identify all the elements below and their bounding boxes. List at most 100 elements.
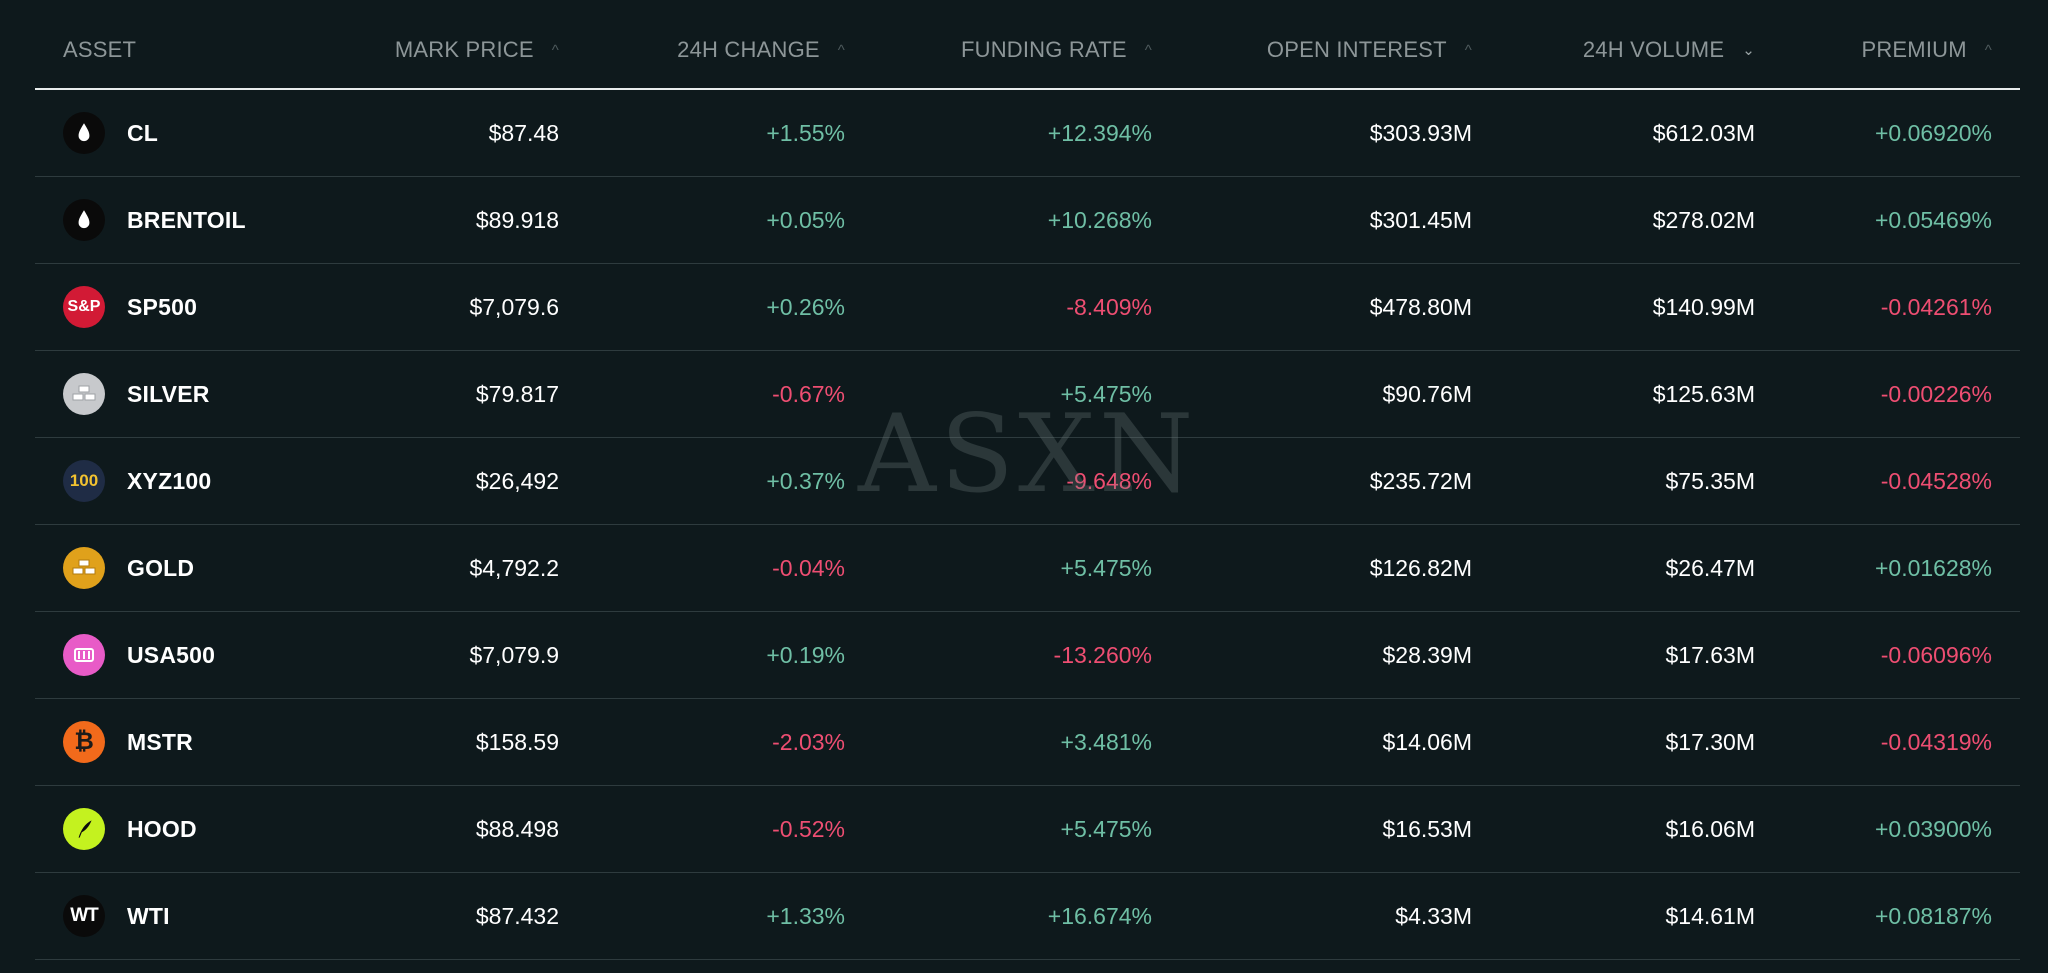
mark-price-value: $4,792.2 [469,554,559,581]
open-interest-value: $14.06M [1382,728,1472,755]
funding-rate-value: -9.648% [1066,467,1152,494]
mark-price-value: $88.498 [475,815,559,842]
funding-rate-value: +5.475% [1060,380,1152,407]
open-interest-value: $16.53M [1382,815,1472,842]
volume-24h-value: $125.63M [1652,380,1755,407]
asset-cell: BRENTOIL [63,177,246,263]
volume-24h-value: $75.35M [1665,467,1755,494]
column-header-24h-volume[interactable]: 24H VOLUME ⌄ [1582,37,1755,62]
asset-name: GOLD [127,554,195,581]
change-24h-value: +0.26% [766,293,845,320]
volume-24h-value: $26.47M [1665,554,1755,581]
mark-price-value: $26,492 [475,467,559,494]
funding-rate-value: +12.394% [1047,119,1152,146]
column-header-funding-rate[interactable]: FUNDING RATE ^ [960,37,1152,62]
volume-24h-value: $17.30M [1665,728,1755,755]
premium-value: -0.06096% [1880,641,1992,668]
change-24h-value: -0.52% [772,815,845,842]
oil-drop-icon [63,112,105,154]
open-interest-value: $126.82M [1369,554,1472,581]
usa500-logo-icon [63,634,105,676]
mark-price-value: $87.432 [475,902,559,929]
table-row[interactable]: SILVER $79.817 -0.67% +5.475% $90.76M $125.63… [35,351,2020,438]
premium-value: -0.00226% [1880,380,1992,407]
xyz100-logo-icon: 100 [63,460,105,502]
markets-table: ASSET MARK PRICE ^ 24H CHANGE ^ FUNDING … [35,0,2020,960]
oil-drop-icon [63,199,105,241]
funding-rate-value: +3.481% [1060,728,1152,755]
asset-cell: USA500 [63,612,215,698]
mark-price-value: $7,079.6 [469,293,559,320]
change-24h-value: -0.67% [772,380,845,407]
volume-24h-value: $17.63M [1665,641,1755,668]
table-row[interactable]: BRENTOIL $89.918 +0.05% +10.268% $301.45M $27… [35,177,2020,264]
volume-24h-value: $140.99M [1652,293,1755,320]
asset-name: WTI [127,902,170,929]
mark-price-value: $89.918 [475,206,559,233]
change-24h-value: +1.55% [766,119,845,146]
table-header: ASSET MARK PRICE ^ 24H CHANGE ^ FUNDING … [35,0,2020,90]
robinhood-feather-icon [63,808,105,850]
asset-name: XYZ100 [127,467,212,494]
table-row[interactable]: CL $87.48 +1.55% +12.394% $303.93M $612.03M +0… [35,90,2020,177]
change-24h-value: -0.04% [772,554,845,581]
asset-cell: GOLD [63,525,194,611]
asset-cell: S&P SP500 [63,264,197,350]
asset-cell: ₿ MSTR [63,699,193,785]
change-24h-value: -2.03% [772,728,845,755]
mark-price-value: $87.48 [488,119,559,146]
open-interest-value: $478.80M [1369,293,1472,320]
column-header-asset[interactable]: ASSET [63,37,137,62]
table-row[interactable]: WT WTI $87.432 +1.33% +16.674% $4.33M $14.61M +… [35,873,2020,960]
bitcoin-icon: ₿ [63,721,105,763]
sort-caret-icon: ^ [1464,41,1472,59]
asset-name: MSTR [127,728,193,755]
column-header-24h-change[interactable]: 24H CHANGE ^ [677,37,845,62]
table-row[interactable]: HOOD $88.498 -0.52% +5.475% $16.53M $16.06M +0… [35,786,2020,873]
funding-rate-value: +5.475% [1060,815,1152,842]
open-interest-value: $303.93M [1369,119,1472,146]
asset-cell: SILVER [63,351,210,437]
change-24h-value: +0.05% [766,206,845,233]
asset-cell: WT WTI [63,873,170,959]
mark-price-value: $158.59 [475,728,559,755]
volume-24h-value: $16.06M [1665,815,1755,842]
funding-rate-value: +5.475% [1060,554,1152,581]
funding-rate-value: -8.409% [1066,293,1152,320]
gold-bars-icon [63,547,105,589]
funding-rate-value: -13.260% [1053,641,1152,668]
table-row[interactable]: ₿ MSTR $158.59 -2.03% +3.481% $14.06M $17.30M -… [35,699,2020,786]
open-interest-value: $4.33M [1395,902,1472,929]
funding-rate-value: +10.268% [1047,206,1152,233]
change-24h-value: +0.19% [766,641,845,668]
asset-cell: CL [63,90,158,176]
sort-caret-icon: ^ [551,41,559,59]
sort-caret-down-icon: ⌄ [1742,42,1755,59]
open-interest-value: $301.45M [1369,206,1472,233]
mark-price-value: $79.817 [475,380,559,407]
column-header-mark-price[interactable]: MARK PRICE ^ [394,37,559,62]
table-row[interactable]: GOLD $4,792.2 -0.04% +5.475% $126.82M $26.47M… [35,525,2020,612]
asset-name: HOOD [127,815,197,842]
premium-value: +0.01628% [1874,554,1992,581]
asset-cell: 100 XYZ100 [63,438,211,524]
asset-name: USA500 [127,641,216,668]
premium-value: -0.04528% [1880,467,1992,494]
premium-value: -0.04261% [1880,293,1992,320]
open-interest-value: $235.72M [1369,467,1472,494]
asset-cell: HOOD [63,786,197,872]
change-24h-value: +0.37% [766,467,845,494]
asset-name: BRENTOIL [127,206,246,233]
volume-24h-value: $278.02M [1652,206,1755,233]
table-row[interactable]: 100 XYZ100 $26,492 +0.37% -9.648% $235.72M $75… [35,438,2020,525]
premium-value: -0.04319% [1880,728,1992,755]
column-header-premium[interactable]: PREMIUM ^ [1861,37,1992,62]
table-row[interactable]: S&P SP500 $7,079.6 +0.26% -8.409% $478.80M $14… [35,264,2020,351]
volume-24h-value: $14.61M [1665,902,1755,929]
mark-price-value: $7,079.9 [469,641,559,668]
asset-name: SILVER [127,380,210,407]
table-row[interactable]: USA500 $7,079.9 +0.19% -13.260% $28.39M $17.6… [35,612,2020,699]
open-interest-value: $90.76M [1382,380,1472,407]
column-header-open-interest[interactable]: OPEN INTEREST ^ [1266,37,1472,62]
volume-24h-value: $612.03M [1652,119,1755,146]
